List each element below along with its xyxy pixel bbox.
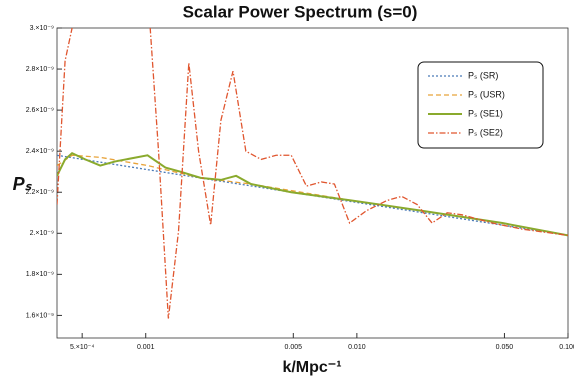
x-axis-label: k/Mpc⁻¹	[282, 359, 341, 376]
plot-area	[57, 28, 568, 319]
legend-label: Pₛ (SE2)	[468, 127, 503, 137]
chart-title: Scalar Power Spectrum (s=0)	[183, 2, 418, 21]
series-line	[57, 28, 568, 319]
x-tick-label: 0.050	[496, 344, 514, 351]
legend-box	[417, 61, 544, 149]
legend-label: Pₛ (SE1)	[468, 108, 503, 118]
series-line	[57, 152, 568, 237]
plot-frame	[56, 27, 569, 339]
x-tick-label: 0.100	[559, 344, 574, 351]
y-tick-label: 1.6×10⁻⁹	[26, 312, 54, 319]
y-axis-label: Pₛ	[13, 174, 33, 194]
y-tick-label: 3.×10⁻⁹	[30, 25, 54, 32]
y-tick-label: 1.8×10⁻⁹	[26, 271, 54, 278]
series-line	[57, 154, 568, 236]
y-tick-label: 2.4×10⁻⁹	[26, 148, 54, 155]
x-tick-label: 0.005	[285, 344, 303, 351]
y-tick-label: 2.6×10⁻⁹	[26, 107, 54, 114]
legend-label: Pₛ (USR)	[468, 89, 505, 99]
y-tick-label: 2.2×10⁻⁹	[26, 189, 54, 196]
x-tick-label: 5.×10⁻⁴	[70, 344, 94, 351]
x-tick-label: 0.001	[137, 344, 155, 351]
x-tick-label: 0.010	[348, 344, 366, 351]
y-tick-label: 2.×10⁻⁹	[30, 230, 54, 237]
y-tick-label: 2.8×10⁻⁹	[26, 66, 54, 73]
legend-label: Pₛ (SR)	[468, 70, 498, 80]
